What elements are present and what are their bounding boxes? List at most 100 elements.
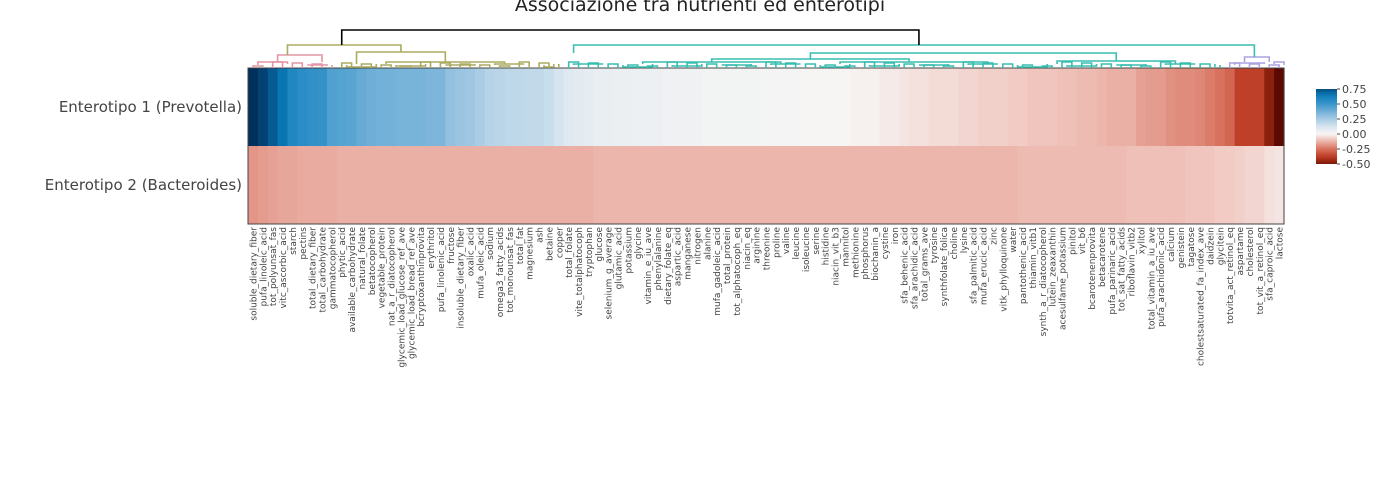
- column-label: choline: [950, 227, 960, 260]
- colorbar-tick-label: 0.25: [1342, 113, 1367, 126]
- heatmap-cell: [840, 68, 851, 146]
- column-label: copper: [555, 227, 565, 258]
- dendrogram-link: [1056, 60, 1177, 64]
- heatmap-cell: [1195, 146, 1206, 224]
- column-label: fructose: [447, 227, 457, 264]
- dendrogram-link: [340, 62, 353, 68]
- heatmap-cell: [968, 68, 979, 146]
- heatmap-cell: [1185, 146, 1196, 224]
- heatmap-cell: [425, 68, 437, 146]
- column-label: serine: [812, 227, 822, 255]
- dendrogram-link: [445, 64, 476, 66]
- row-label: Enterotipo 2 (Bacteroides): [45, 176, 242, 194]
- heatmap-cell: [780, 146, 792, 224]
- heatmap-cell: [356, 68, 367, 146]
- heatmap-cell: [810, 146, 821, 224]
- column-label: valine: [782, 227, 792, 255]
- heatmap-cell: [494, 146, 506, 224]
- heatmap-cell: [1175, 146, 1186, 224]
- dendrogram-link: [1002, 63, 1014, 68]
- heatmap-cell: [652, 146, 663, 224]
- column-label: tot_polyunsat_fas: [269, 227, 279, 306]
- column-label: totvita_act_retinol_eq: [1226, 227, 1236, 324]
- heatmap-cell: [731, 146, 742, 224]
- dendrogram-link: [1159, 61, 1172, 68]
- column-label: vitamin_e_iu_ave: [644, 227, 654, 305]
- heatmap-cell: [1047, 146, 1058, 224]
- dendrogram-link: [706, 63, 718, 68]
- heatmap-cell: [899, 68, 910, 146]
- dendrogram-link: [1268, 64, 1280, 68]
- heatmap-cell: [978, 146, 989, 224]
- dendrogram-link: [942, 65, 955, 68]
- heatmap-cell: [1224, 68, 1236, 146]
- heatmap-cell: [978, 68, 989, 146]
- dendrogram-link: [1273, 61, 1285, 65]
- heatmap-cell: [474, 68, 486, 146]
- heatmap-cell: [731, 68, 742, 146]
- dendrogram-link: [498, 65, 511, 68]
- heatmap-cell: [1175, 68, 1186, 146]
- heatmap-cell: [553, 146, 565, 224]
- dendrogram-link: [543, 64, 555, 68]
- dendrogram-link: [868, 64, 900, 67]
- heatmap-cell: [593, 68, 604, 146]
- heatmap-cell: [563, 146, 575, 224]
- heatmap-cell: [1126, 146, 1137, 224]
- column-label: aspartame: [1236, 227, 1246, 276]
- column-label: omega3_fatty_acids: [496, 227, 506, 318]
- column-label: cystine: [881, 227, 891, 260]
- column-label: available_carbohydrate: [348, 227, 358, 333]
- heatmap-cell: [267, 146, 279, 224]
- heatmap-cell: [751, 146, 762, 224]
- heatmap-cell: [297, 68, 308, 146]
- heatmap-cell: [672, 146, 683, 224]
- heatmap-cell: [721, 68, 733, 146]
- dendrogram-link: [479, 64, 491, 68]
- heatmap-cell: [849, 146, 861, 224]
- column-label: phytic_acid: [338, 227, 348, 278]
- heatmap-cell: [484, 68, 496, 146]
- column-label: thiamin_vitb1: [1029, 227, 1039, 289]
- heatmap-cell: [751, 68, 762, 146]
- heatmap-cell: [1205, 146, 1216, 224]
- column-label: oxalic_acid: [467, 227, 477, 276]
- heatmap-cell: [761, 146, 772, 224]
- column-label: cholestsaturated_fa_index_ave: [1197, 227, 1207, 366]
- dendrogram-link: [819, 64, 851, 68]
- heatmap-cell: [692, 68, 703, 146]
- heatmap-cell: [938, 146, 950, 224]
- heatmap-cell: [948, 68, 959, 146]
- heatmap-cell: [1185, 68, 1196, 146]
- column-label: zinc: [989, 227, 999, 245]
- dendrogram-link: [587, 62, 600, 68]
- heatmap-cell: [909, 68, 920, 146]
- heatmap-cell: [830, 146, 841, 224]
- heatmap-cell: [988, 146, 999, 224]
- heatmap-cell: [662, 68, 673, 146]
- heatmap-cell: [1096, 68, 1107, 146]
- heatmap-cell: [1244, 68, 1255, 146]
- column-label: total_fat: [516, 227, 526, 265]
- dendrogram-link: [770, 63, 801, 65]
- heatmap-cell: [869, 68, 881, 146]
- heatmap-cell: [257, 68, 269, 146]
- heatmap-cell: [336, 146, 348, 224]
- heatmap-cell: [524, 68, 535, 146]
- column-label: manganese: [684, 227, 694, 280]
- heatmap-cell: [988, 68, 999, 146]
- heatmap-cell: [1086, 68, 1098, 146]
- heatmap-cell: [1126, 68, 1137, 146]
- heatmap-cell: [366, 146, 377, 224]
- column-label: total_vitamin_a_iu_ave: [1147, 227, 1157, 330]
- heatmap-cell: [1254, 146, 1265, 224]
- column-label: pufa_parinaric_acid: [1108, 227, 1118, 315]
- heatmap-cell: [544, 146, 555, 224]
- heatmap-cell: [840, 146, 851, 224]
- heatmap-cell: [593, 146, 604, 224]
- column-label: sfa_behenic_acid: [901, 227, 911, 304]
- heatmap-cell: [386, 68, 397, 146]
- heatmap-cell: [603, 68, 614, 146]
- column-label: mufa_gadoleic_acid: [713, 227, 723, 316]
- heatmap-cell: [386, 146, 397, 224]
